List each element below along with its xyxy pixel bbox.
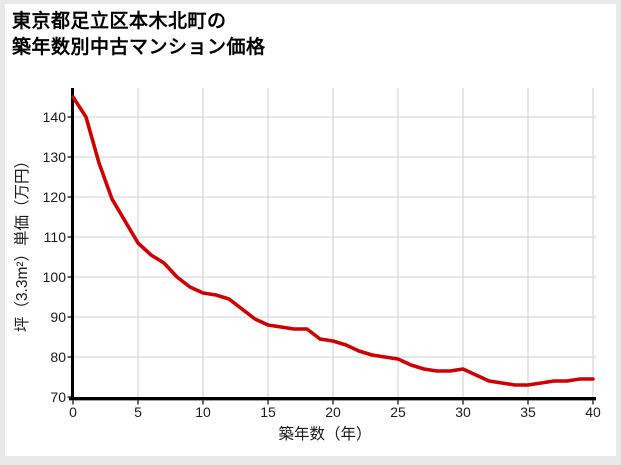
x-axis-title: 築年数（年） bbox=[278, 425, 371, 443]
x-tick-label: 10 bbox=[195, 404, 211, 420]
chart-title: 東京都足立区本木北町の 築年数別中古マンション価格 bbox=[12, 9, 266, 61]
chart-title-line-2: 築年数別中古マンション価格 bbox=[12, 37, 266, 58]
y-tick-label: 70 bbox=[50, 389, 66, 405]
y-tick-label: 90 bbox=[50, 309, 66, 325]
x-tick-label: 0 bbox=[69, 404, 77, 420]
chart-title-line-1: 東京都足立区本木北町の bbox=[12, 11, 227, 32]
x-tick-label: 15 bbox=[260, 404, 276, 420]
y-tick-label: 110 bbox=[44, 229, 67, 245]
y-tick-label: 140 bbox=[43, 109, 67, 125]
x-tick-label: 25 bbox=[390, 404, 406, 420]
y-tick-label: 80 bbox=[50, 349, 66, 365]
price-line bbox=[71, 95, 595, 387]
y-tick-label: 130 bbox=[43, 149, 67, 165]
y-tick-label: 120 bbox=[43, 189, 67, 205]
price-line-chart: 70 80 90 100 110 120 130 140 0 5 10 15 20 25 30 35 40 築年数… bbox=[13, 88, 601, 443]
x-tick-label: 40 bbox=[585, 404, 601, 420]
x-tick-label: 5 bbox=[134, 404, 142, 420]
y-axis-title: 坪（3.3m²）単価（万円） bbox=[13, 153, 31, 332]
x-tick-label: 30 bbox=[455, 404, 471, 420]
y-tick-label: 100 bbox=[43, 269, 67, 285]
x-tick-label: 35 bbox=[520, 404, 536, 420]
x-tick-label: 20 bbox=[325, 404, 341, 420]
